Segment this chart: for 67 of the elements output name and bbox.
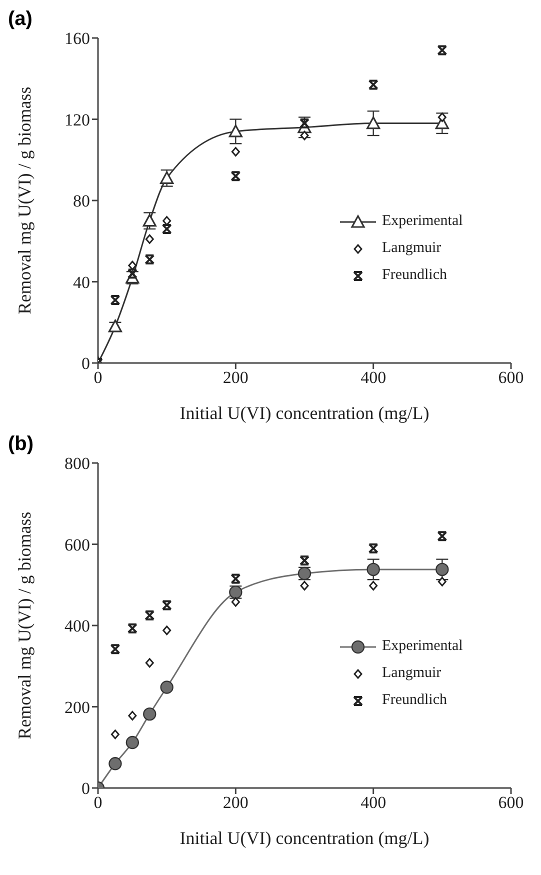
legend-label: Experimental <box>382 638 463 655</box>
point <box>143 707 156 721</box>
x-tick-label: 400 <box>360 368 386 388</box>
point <box>110 730 120 740</box>
chart-title: (a) <box>8 8 32 31</box>
y-tick-label: 0 <box>82 354 90 374</box>
x-tick-label: 200 <box>222 368 248 388</box>
x-tick-label: 600 <box>498 793 524 812</box>
x-axis-title: Initial U(VI) concentration (mg/L) <box>180 403 430 423</box>
point <box>144 610 155 620</box>
point <box>366 116 380 130</box>
chart-title: (b) <box>8 433 34 456</box>
point <box>438 576 446 586</box>
point <box>300 580 309 590</box>
y-tick-label: 80 <box>73 192 90 211</box>
point <box>145 658 154 668</box>
y-tick-label: 40 <box>73 272 90 292</box>
y-tick-label: 400 <box>64 616 90 636</box>
point <box>126 736 140 750</box>
y-tick-label: 160 <box>64 29 90 48</box>
y-axis-title: Removal mg U(VI) / g biomass <box>14 512 34 740</box>
x-tick-label: 0 <box>94 793 102 812</box>
x-tick-label: 400 <box>360 793 386 812</box>
point <box>438 112 446 122</box>
point <box>366 562 380 576</box>
point <box>160 171 174 184</box>
legend-label: Experimental <box>382 213 463 230</box>
point <box>145 234 154 244</box>
point <box>144 254 155 264</box>
point <box>300 556 310 566</box>
point <box>108 757 122 770</box>
point <box>110 295 120 306</box>
point <box>128 710 137 720</box>
point <box>128 260 137 270</box>
point <box>160 680 174 694</box>
point <box>162 600 172 610</box>
x-axis-title: Initial U(VI) concentration (mg/L) <box>180 828 430 848</box>
y-tick-label: 120 <box>64 110 90 130</box>
point <box>230 574 241 584</box>
point <box>110 644 120 654</box>
point <box>231 597 240 607</box>
legend-label: Freundlich <box>382 692 447 709</box>
legend-label: Langmuir <box>382 665 442 682</box>
legend-label: Langmuir <box>382 240 442 257</box>
y-axis-title: Removal mg U(VI) / g biomass <box>14 86 34 314</box>
point <box>300 130 309 140</box>
point <box>437 45 448 56</box>
point <box>127 623 138 634</box>
point <box>162 626 172 636</box>
legend-label: Freundlich <box>382 267 447 284</box>
point <box>436 562 449 576</box>
y-tick-label: 0 <box>82 779 90 798</box>
x-tick-label: 200 <box>222 793 248 812</box>
point <box>230 171 241 182</box>
y-tick-label: 200 <box>64 698 90 717</box>
point <box>437 531 448 542</box>
point <box>369 580 378 590</box>
point <box>228 124 242 138</box>
point <box>231 147 240 156</box>
point <box>162 224 172 234</box>
point <box>368 543 378 554</box>
point <box>142 214 156 227</box>
y-tick-label: 800 <box>64 454 90 474</box>
y-tick-label: 600 <box>64 535 90 554</box>
x-tick-label: 0 <box>94 368 102 388</box>
x-tick-label: 600 <box>498 368 524 388</box>
point <box>368 80 378 90</box>
